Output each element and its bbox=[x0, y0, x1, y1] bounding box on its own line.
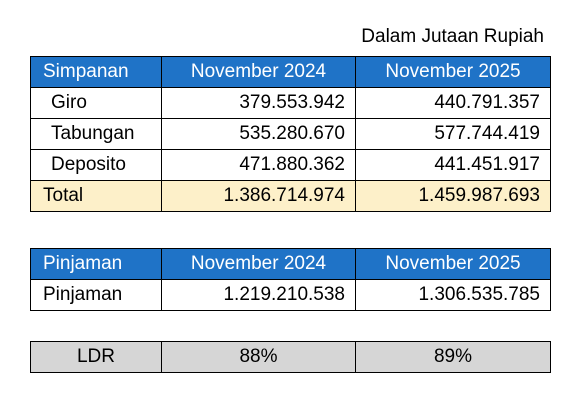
total-label: Total bbox=[30, 180, 162, 212]
table-row-ldr: LDR 88% 89% bbox=[30, 341, 551, 373]
header-november-2024: November 2024 bbox=[161, 248, 356, 280]
header-november-2025: November 2025 bbox=[355, 56, 551, 88]
value-2024: 379.553.942 bbox=[161, 87, 356, 119]
table-row-total: Total 1.386.714.974 1.459.987.693 bbox=[30, 180, 551, 212]
value-2024: 535.280.670 bbox=[161, 118, 356, 150]
header-simpanan: Simpanan bbox=[30, 56, 162, 88]
table-header-row: Pinjaman November 2024 November 2025 bbox=[30, 248, 551, 280]
value-2025: 1.306.535.785 bbox=[355, 279, 551, 311]
table-row-giro: Giro 379.553.942 440.791.357 bbox=[30, 87, 551, 119]
row-label: Tabungan bbox=[30, 118, 162, 150]
header-pinjaman: Pinjaman bbox=[30, 248, 162, 280]
table-row-deposito: Deposito 471.880.362 441.451.917 bbox=[30, 149, 551, 181]
value-2025: 440.791.357 bbox=[355, 87, 551, 119]
total-2025: 1.459.987.693 bbox=[355, 180, 551, 212]
table-header-row: Simpanan November 2024 November 2025 bbox=[30, 56, 551, 88]
value-2025: 577.744.419 bbox=[355, 118, 551, 150]
value-2025: 441.451.917 bbox=[355, 149, 551, 181]
unit-note: Dalam Jutaan Rupiah bbox=[361, 26, 544, 47]
table-row-tabungan: Tabungan 535.280.670 577.744.419 bbox=[30, 118, 551, 150]
value-2024: 471.880.362 bbox=[161, 149, 356, 181]
row-label: Pinjaman bbox=[30, 279, 162, 311]
value-2024: 1.219.210.538 bbox=[161, 279, 356, 311]
ldr-label: LDR bbox=[30, 341, 162, 373]
ldr-2025: 89% bbox=[355, 341, 551, 373]
header-november-2024: November 2024 bbox=[161, 56, 356, 88]
total-2024: 1.386.714.974 bbox=[161, 180, 356, 212]
row-label: Deposito bbox=[30, 149, 162, 181]
table-row-pinjaman: Pinjaman 1.219.210.538 1.306.535.785 bbox=[30, 279, 551, 311]
ldr-table: LDR 88% 89% bbox=[30, 341, 551, 373]
ldr-2024: 88% bbox=[161, 341, 356, 373]
row-label: Giro bbox=[30, 87, 162, 119]
pinjaman-table: Pinjaman November 2024 November 2025 Pin… bbox=[30, 248, 551, 311]
simpanan-table: Simpanan November 2024 November 2025 Gir… bbox=[30, 56, 551, 212]
header-november-2025: November 2025 bbox=[355, 248, 551, 280]
